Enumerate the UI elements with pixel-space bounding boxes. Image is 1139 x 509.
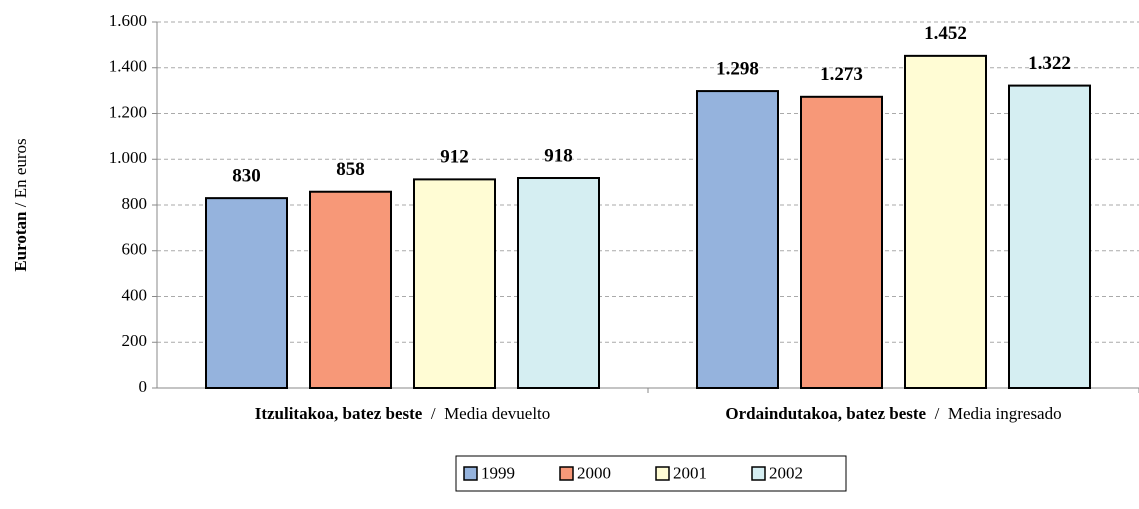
legend-swatch [655, 466, 670, 481]
category-name: Itzulitakoa, batez beste [255, 404, 423, 423]
y-tick-label: 600 [122, 240, 148, 259]
legend-box [455, 455, 847, 492]
legend-label: 2001 [673, 463, 707, 482]
y-tick-label: 1.600 [109, 11, 147, 30]
y-axis-label: Eurotan / En euros [11, 138, 30, 271]
legend-label: 1999 [481, 463, 515, 482]
y-tick-label: 800 [122, 194, 148, 213]
y-label-translation: En euros [11, 138, 30, 198]
bar [800, 95, 883, 390]
category-separator: / [935, 404, 940, 423]
x-tick-label: Itzulitakoa, batez beste / Media devuelt… [255, 404, 551, 423]
value-label: 830 [232, 165, 261, 186]
bar [517, 177, 600, 389]
value-label: 1.322 [1028, 53, 1071, 74]
y-label-separator: / [11, 202, 30, 207]
bar [205, 197, 288, 389]
bar [1008, 84, 1091, 389]
y-label-main: Eurotan [11, 211, 30, 272]
value-label: 1.298 [716, 58, 759, 79]
value-label: 858 [336, 159, 365, 180]
bar [696, 90, 779, 390]
y-tick-label: 1.400 [109, 57, 147, 76]
legend-label: 2002 [769, 463, 803, 482]
category-name: Ordaindutakoa, batez beste [725, 404, 926, 423]
y-tick-label: 400 [122, 285, 148, 304]
legend-swatch [559, 466, 574, 481]
legend-label: 2000 [577, 463, 611, 482]
y-tick-label: 1.000 [109, 148, 147, 167]
x-tick-label: Ordaindutakoa, batez beste / Media ingre… [725, 404, 1061, 423]
legend-swatch [463, 466, 478, 481]
bar [413, 178, 496, 389]
y-tick-label: 1.200 [109, 102, 147, 121]
bar [904, 54, 987, 389]
value-label: 912 [440, 147, 469, 168]
value-label: 918 [544, 145, 573, 166]
value-label: 1.273 [820, 64, 863, 85]
y-tick-label: 200 [122, 331, 148, 350]
category-separator: / [431, 404, 436, 423]
legend-swatch [751, 466, 766, 481]
category-translation: Media devuelto [444, 404, 550, 423]
y-tick-label: 0 [139, 377, 148, 396]
bar [309, 190, 392, 389]
category-translation: Media ingresado [948, 404, 1062, 423]
value-label: 1.452 [924, 23, 967, 44]
